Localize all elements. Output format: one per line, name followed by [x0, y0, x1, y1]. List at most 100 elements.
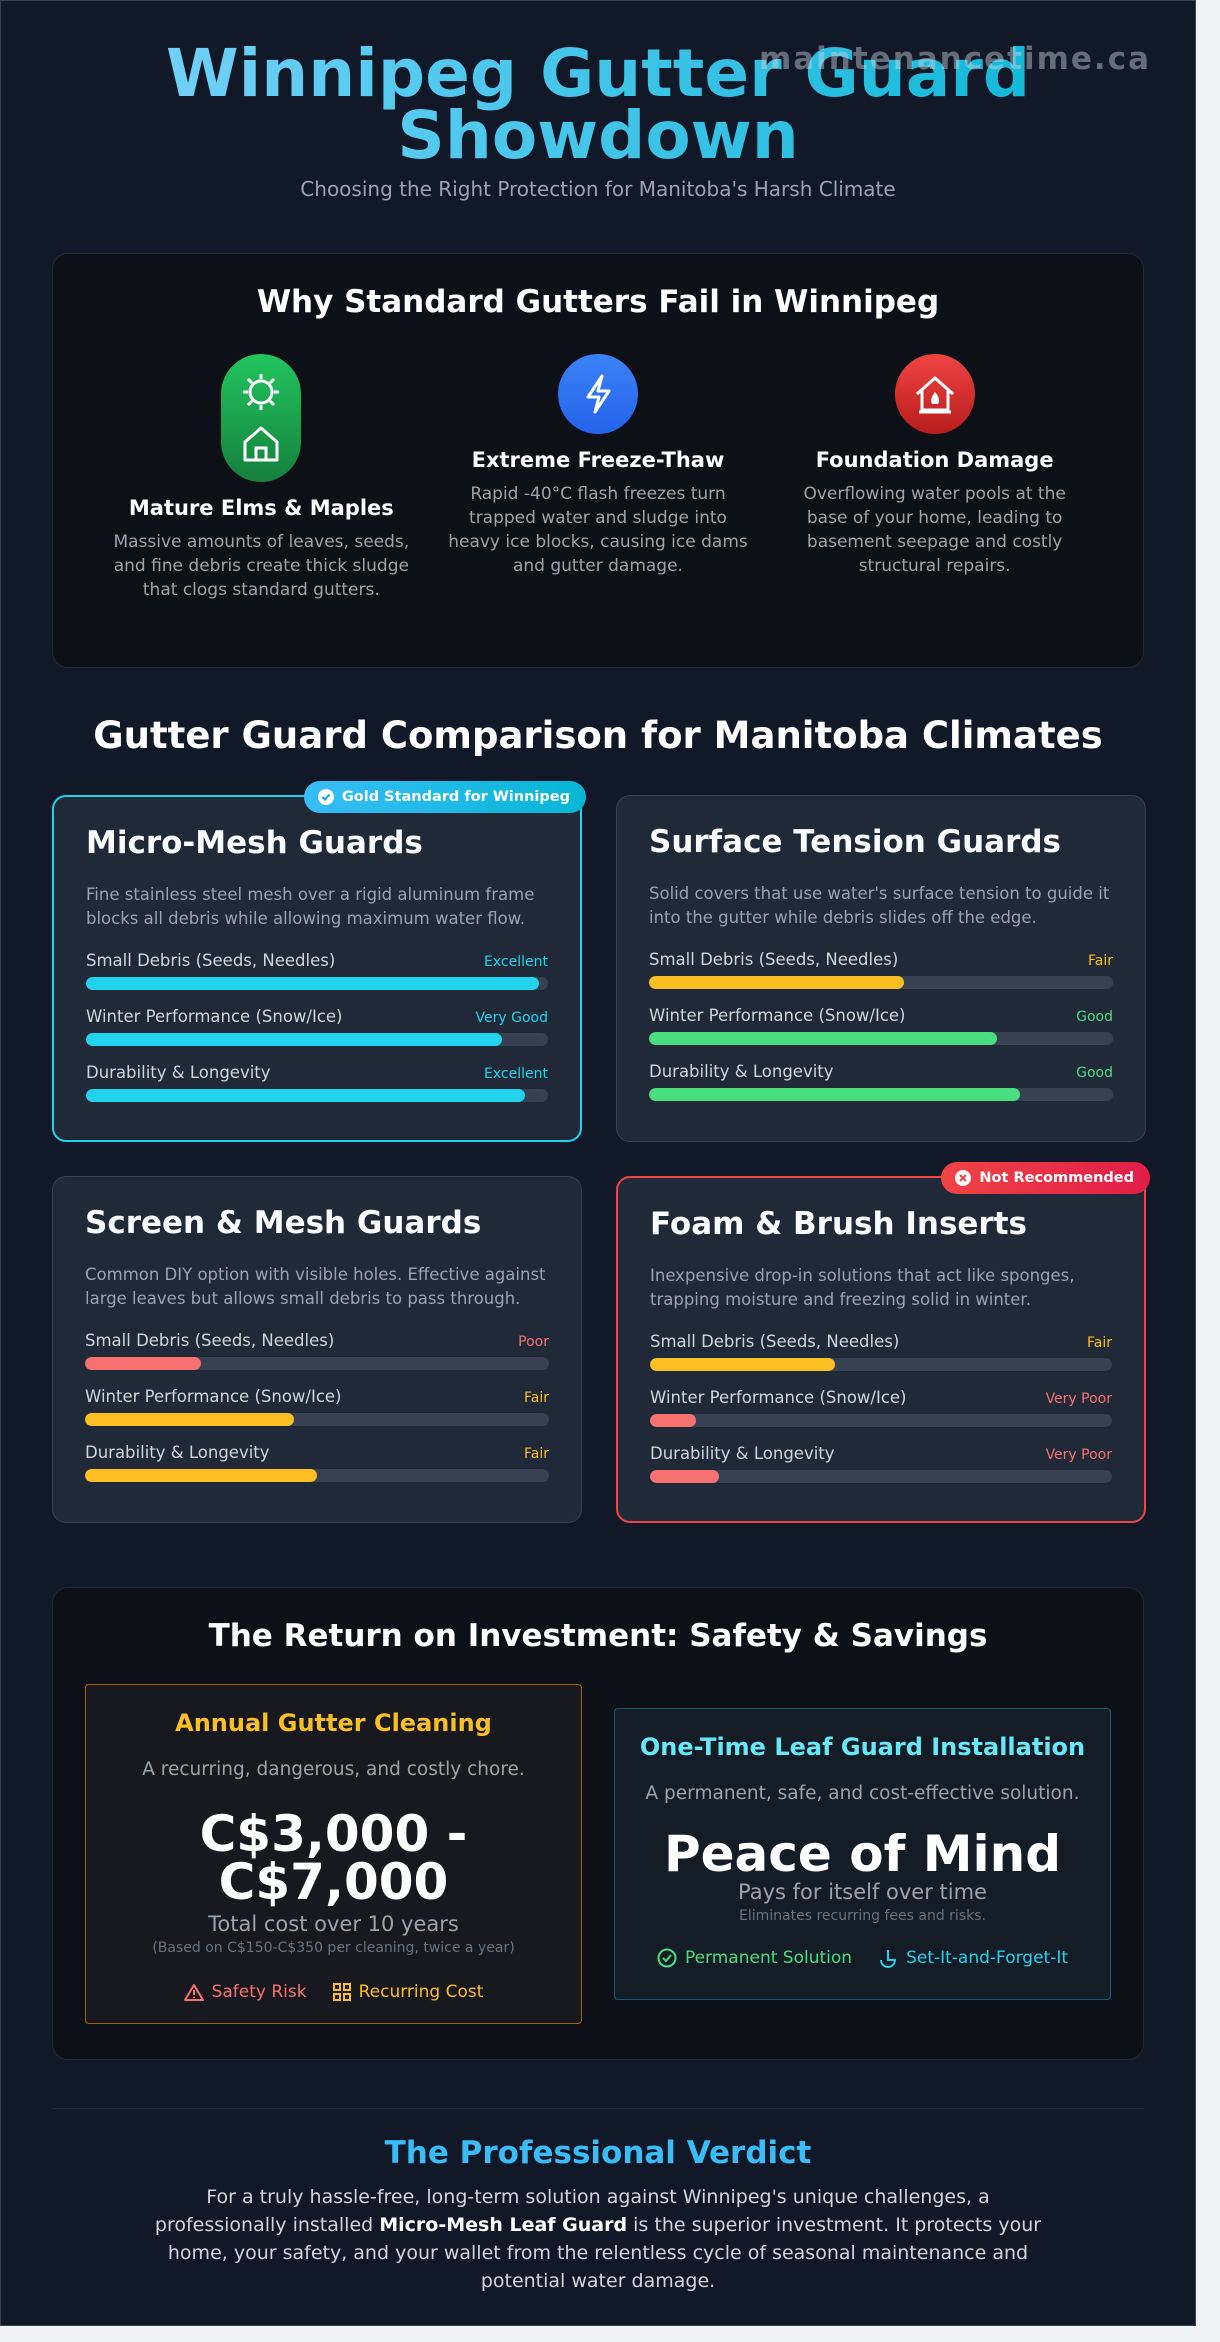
rating-track: [86, 1089, 548, 1102]
rating: Winter Performance (Snow/Ice) Very Good: [86, 1007, 548, 1046]
problem: Mature Elms & Maples Massive amounts of …: [111, 354, 411, 602]
roi-panel: The Return on Investment: Safety & Savin…: [52, 1587, 1144, 2060]
rating-text: Very Poor: [1045, 1447, 1112, 1463]
rating: Durability & Longevity Excellent: [86, 1063, 548, 1102]
rating-track: [649, 1088, 1113, 1101]
section-title: Gutter Guard Comparison for Manitoba Cli…: [93, 714, 1103, 757]
highlight: Micro-Mesh Leaf Guard: [379, 2214, 628, 2236]
problem-text: Overflowing water pools at the base of y…: [803, 484, 1066, 576]
rating-bar: [650, 1358, 835, 1371]
icon: [221, 354, 302, 482]
rating: Winter Performance (Snow/Ice) Very Poor: [650, 1388, 1112, 1427]
card-title: Micro-Mesh Guards: [86, 825, 423, 861]
rating-label: Durability & Longevity: [649, 1062, 834, 1081]
watermark: maintenancetime.ca: [758, 41, 1151, 77]
rating-track: [86, 977, 548, 990]
note: (Based on C$150-C$350 per cleaning, twic…: [152, 1940, 515, 1956]
rating-text: Very Good: [475, 1010, 548, 1026]
text: is the superior investment. It protects …: [167, 2214, 1042, 2292]
box-title: Annual Gutter Cleaning: [175, 1709, 492, 1737]
rating-label: Winter Performance (Snow/Ice): [86, 1007, 343, 1026]
rating-text: Fair: [524, 1390, 549, 1406]
rating-text: Fair: [1087, 1335, 1112, 1351]
problem: Extreme Freeze-Thaw Rapid -40°C flash fr…: [448, 354, 748, 602]
rating-row: Winter Performance (Snow/Ice) Very Good: [86, 1007, 548, 1026]
rating-label: Durability & Longevity: [85, 1443, 270, 1462]
guard-card: Screen & Mesh Guards Common DIY option wi…: [52, 1176, 582, 1523]
tag: Permanent Solution: [657, 1948, 852, 1968]
rating: Winter Performance (Snow/Ice) Good: [649, 1006, 1113, 1045]
verdict-text: For a truly hassle-free, long-term solut…: [142, 2183, 1054, 2295]
badge: Not Recommended: [941, 1162, 1150, 1194]
rating-text: Fair: [524, 1446, 549, 1462]
rating: Durability & Longevity Very Poor: [650, 1444, 1112, 1483]
badge-text: Not Recommended: [979, 1170, 1134, 1186]
rating-track: [649, 976, 1113, 989]
card-title: Surface Tension Guards: [649, 824, 1062, 860]
card-title: Screen & Mesh Guards: [85, 1205, 482, 1241]
problem-list: Mature Elms & Maples Massive amounts of …: [53, 354, 1143, 602]
subtitle: Choosing the Right Protection for Manito…: [300, 177, 896, 201]
rating-track: [650, 1358, 1112, 1371]
installation-box: One-Time Leaf Guard Installation A perma…: [614, 1708, 1111, 2000]
tag: Recurring Cost: [332, 1982, 484, 2002]
problem-title: Mature Elms & Maples: [128, 496, 394, 520]
rating-row: Durability & Longevity Good: [649, 1062, 1113, 1081]
rating-row: Durability & Longevity Fair: [85, 1443, 549, 1462]
rating: Small Debris (Seeds, Needles) Poor: [85, 1331, 549, 1370]
rating-text: Good: [1076, 1009, 1113, 1025]
cost: C$3,000 - C$7,000: [199, 1805, 468, 1911]
rating-label: Durability & Longevity: [650, 1444, 835, 1463]
comparison-grid: Gold Standard for Winnipeg Micro-Mesh Gua…: [52, 781, 1150, 1523]
guard-card: Gold Standard for Winnipeg Micro-Mesh Gua…: [52, 781, 586, 1142]
rating-bar: [85, 1413, 294, 1426]
rating-track: [85, 1413, 549, 1426]
rating-label: Small Debris (Seeds, Needles): [85, 1331, 335, 1350]
card-description: Common DIY option with visible holes. Ef…: [85, 1265, 546, 1308]
tag-text: Set-It-and-Forget-It: [906, 1948, 1069, 1968]
rating-text: Good: [1076, 1065, 1113, 1081]
rating-bar: [650, 1470, 720, 1483]
rating-row: Winter Performance (Snow/Ice) Good: [649, 1006, 1113, 1025]
rating-row: Small Debris (Seeds, Needles) Fair: [650, 1332, 1112, 1351]
headline: Peace of Mind: [663, 1825, 1062, 1883]
rating-row: Winter Performance (Snow/Ice) Fair: [85, 1387, 549, 1406]
cleaning-box: Annual Gutter Cleaning A recurring, dang…: [85, 1684, 582, 2024]
rating-track: [85, 1469, 549, 1482]
note: Eliminates recurring fees and risks.: [739, 1908, 986, 1924]
verdict-title: The Professional Verdict: [384, 2135, 812, 2171]
problem-text: Massive amounts of leaves, seeds, and fi…: [113, 532, 410, 600]
section-title: Why Standard Gutters Fail in Winnipeg: [256, 284, 940, 320]
rating-label: Winter Performance (Snow/Ice): [85, 1387, 342, 1406]
card-title: Foam & Brush Inserts: [650, 1206, 1027, 1242]
rating-label: Small Debris (Seeds, Needles): [650, 1332, 900, 1351]
rating-text: Excellent: [484, 954, 548, 970]
badge: Gold Standard for Winnipeg: [303, 781, 586, 813]
rating: Durability & Longevity Fair: [85, 1443, 549, 1482]
rating-label: Winter Performance (Snow/Ice): [650, 1388, 907, 1407]
problem-title: Extreme Freeze-Thaw: [471, 448, 725, 472]
rating-row: Small Debris (Seeds, Needles) Fair: [649, 950, 1113, 969]
rating: Durability & Longevity Good: [649, 1062, 1113, 1101]
page: maintenancetime.ca Winnipeg Gutter Guard…: [0, 0, 1196, 2326]
rating-track: [85, 1357, 549, 1370]
rating-bar: [85, 1469, 317, 1482]
problems-panel: Why Standard Gutters Fail in Winnipeg Ma…: [52, 253, 1144, 668]
rating-bar: [86, 1033, 502, 1046]
cost-caption: Total cost over 10 years: [208, 1912, 459, 1936]
tag: Set-It-and-Forget-It: [878, 1948, 1068, 1968]
problem-title: Foundation Damage: [815, 448, 1054, 472]
box-title: One-Time Leaf Guard Installation: [639, 1733, 1086, 1761]
rating-text: Poor: [518, 1334, 549, 1350]
tag-text: Safety Risk: [211, 1982, 307, 2002]
guard-card: Not Recommended Foam & Brush Inserts Inexp…: [616, 1162, 1150, 1523]
rating-label: Small Debris (Seeds, Needles): [649, 950, 899, 969]
rating-bar: [649, 976, 905, 989]
problem-text: Rapid -40°C flash freezes turn trapped w…: [448, 484, 748, 576]
icon: [557, 354, 638, 434]
box-description: A permanent, safe, and cost-effective so…: [645, 1783, 1080, 1804]
guard-card: Surface Tension Guards Solid covers that …: [616, 795, 1146, 1142]
tag-text: Recurring Cost: [358, 1982, 484, 2002]
rating: Small Debris (Seeds, Needles) Excellent: [86, 951, 548, 990]
